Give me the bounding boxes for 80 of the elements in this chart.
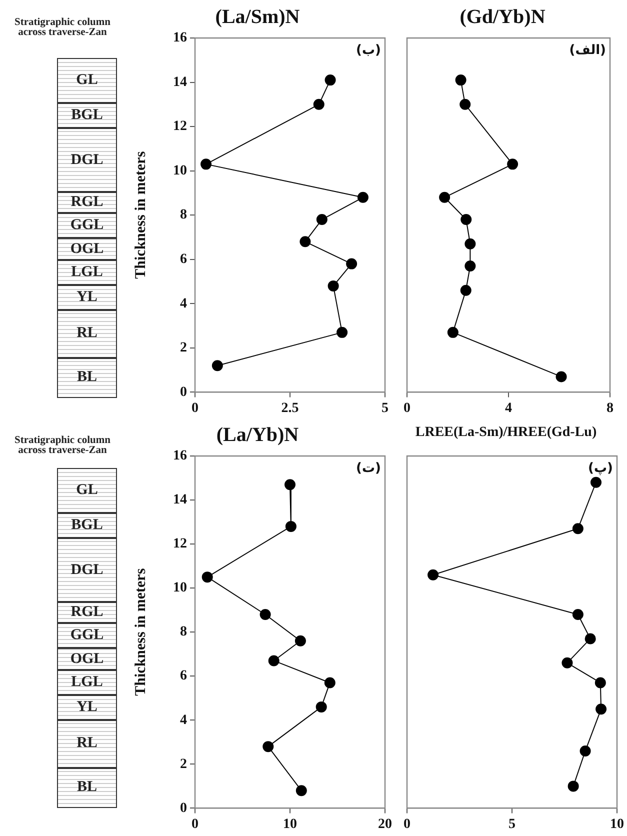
x-tick-label: 5 bbox=[508, 817, 516, 832]
point bbox=[328, 280, 339, 292]
y-tick-label: 12 bbox=[173, 536, 187, 552]
y-tick-label: 4 bbox=[180, 296, 187, 312]
x-tick-label: 0 bbox=[404, 817, 410, 832]
x-tick-label: 5 bbox=[382, 401, 388, 416]
x-tick-label: 2.5 bbox=[281, 401, 299, 416]
point bbox=[439, 192, 450, 203]
annotation: (الف) bbox=[569, 42, 606, 58]
y-tick-label: 0 bbox=[180, 384, 187, 400]
annotation: (ت) bbox=[356, 460, 381, 476]
point bbox=[572, 523, 584, 534]
point bbox=[260, 608, 271, 620]
point bbox=[428, 569, 439, 580]
chart-title: (La/Yb)N bbox=[216, 424, 300, 446]
x-tick-label: 0 bbox=[192, 401, 198, 416]
point bbox=[460, 214, 472, 226]
point bbox=[268, 655, 280, 666]
y-tick-label: 2 bbox=[180, 756, 187, 772]
x-tick-label: 10 bbox=[283, 817, 297, 832]
chart-title: (La/Sm)N bbox=[215, 6, 300, 28]
y-axis-title: Thickness in meters bbox=[132, 568, 149, 696]
point bbox=[300, 236, 311, 248]
point bbox=[285, 520, 296, 532]
point bbox=[455, 74, 466, 86]
point bbox=[572, 608, 584, 620]
annotation: (ب) bbox=[356, 42, 381, 58]
y-axis-title: Thickness in meters bbox=[132, 151, 149, 279]
x-tick-label: 8 bbox=[606, 401, 614, 416]
x-tick-label: 0 bbox=[192, 817, 198, 832]
annotation: (پ) bbox=[588, 460, 613, 476]
point bbox=[460, 98, 471, 110]
y-tick-label: 8 bbox=[180, 624, 187, 640]
point bbox=[464, 260, 476, 272]
point bbox=[294, 635, 306, 646]
y-tick-label: 12 bbox=[173, 119, 187, 134]
chart-title: LREE(La-Sm)/HREE(Gd-Lu) bbox=[415, 425, 597, 440]
point bbox=[284, 479, 296, 490]
y-tick-label: 10 bbox=[173, 163, 187, 178]
point bbox=[590, 476, 602, 488]
point bbox=[507, 158, 518, 170]
point bbox=[316, 214, 328, 226]
point bbox=[568, 780, 579, 792]
chart-title: (Gd/Yb)N bbox=[460, 6, 546, 28]
x-tick-label: 20 bbox=[378, 817, 392, 832]
point bbox=[357, 192, 368, 203]
point bbox=[200, 158, 212, 170]
point bbox=[556, 371, 567, 382]
point bbox=[346, 258, 358, 270]
point bbox=[313, 98, 324, 110]
y-tick-label: 0 bbox=[180, 800, 187, 816]
point bbox=[596, 704, 607, 715]
y-tick-label: 2 bbox=[180, 340, 187, 356]
x-tick-label: 4 bbox=[505, 401, 512, 416]
y-tick-label: 4 bbox=[180, 712, 187, 728]
point bbox=[212, 360, 223, 372]
y-tick-label: 16 bbox=[173, 448, 187, 464]
y-tick-label: 16 bbox=[173, 30, 187, 46]
point bbox=[580, 745, 591, 756]
y-tick-label: 6 bbox=[180, 668, 187, 684]
point bbox=[464, 238, 476, 250]
point bbox=[460, 284, 472, 296]
point bbox=[324, 74, 336, 86]
x-tick-label: 10 bbox=[610, 817, 624, 832]
y-tick-label: 8 bbox=[180, 208, 187, 223]
point bbox=[336, 326, 348, 338]
x-tick-label: 0 bbox=[404, 401, 410, 416]
y-tick-label: 6 bbox=[180, 252, 187, 267]
point bbox=[594, 677, 606, 688]
point bbox=[262, 741, 274, 752]
point bbox=[562, 657, 573, 668]
point bbox=[316, 701, 327, 712]
point bbox=[584, 633, 596, 644]
y-tick-label: 10 bbox=[173, 580, 187, 596]
y-tick-label: 14 bbox=[173, 492, 187, 508]
point bbox=[296, 785, 307, 796]
point bbox=[324, 677, 336, 688]
point bbox=[202, 572, 213, 583]
point bbox=[447, 326, 458, 338]
y-tick-label: 14 bbox=[173, 74, 187, 90]
